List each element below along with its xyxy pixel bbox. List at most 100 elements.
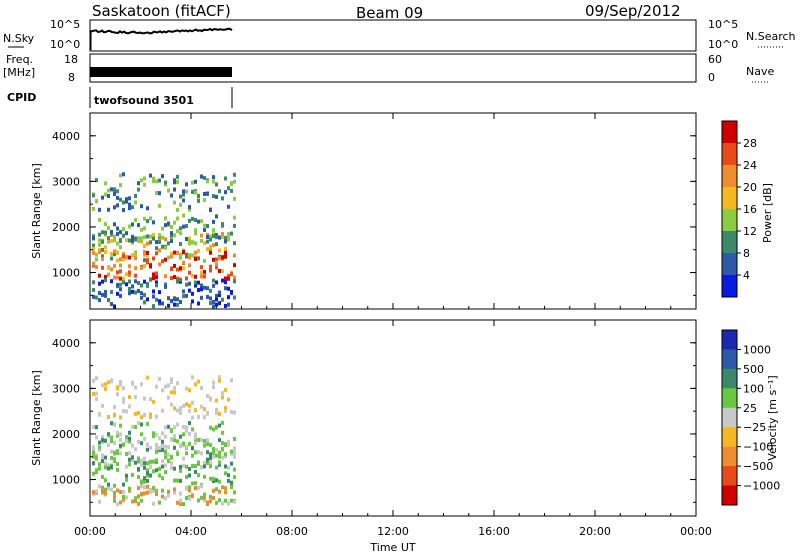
return-cell: [125, 238, 128, 243]
return-cell: [125, 409, 128, 414]
return-cell: [197, 301, 200, 306]
return-cell: [155, 458, 158, 463]
return-cell: [125, 231, 128, 236]
velocity-ylabel: Slant Range [km]: [30, 370, 43, 466]
return-cell: [101, 254, 104, 259]
return-cell: [191, 400, 194, 405]
return-cell: [140, 459, 143, 464]
return-cell: [113, 238, 116, 243]
return-cell: [146, 478, 149, 483]
return-cell: [152, 459, 155, 464]
return-cell: [134, 496, 137, 501]
return-cell: [176, 478, 179, 483]
return-cell: [206, 234, 209, 239]
return-cell: [104, 293, 107, 298]
return-cell: [149, 473, 152, 478]
return-cell: [140, 441, 143, 446]
return-cell: [209, 288, 212, 293]
return-cell: [155, 432, 158, 437]
return-cell: [176, 279, 179, 284]
return-cell: [122, 396, 125, 401]
return-cell: [170, 251, 173, 256]
return-cell: [224, 498, 227, 503]
return-cell: [185, 451, 188, 456]
return-cell: [161, 226, 164, 231]
return-cell: [215, 500, 218, 505]
return-cell: [206, 442, 209, 447]
return-cell: [185, 464, 188, 469]
return-cell: [221, 297, 224, 302]
return-cell: [173, 233, 176, 238]
return-cell: [206, 500, 209, 505]
return-cell: [182, 213, 185, 218]
return-cell: [113, 252, 116, 257]
return-cell: [128, 264, 131, 269]
return-cell: [200, 484, 203, 489]
return-cell: [134, 200, 137, 205]
return-cell: [227, 478, 230, 483]
return-cell: [146, 473, 149, 478]
return-cell: [203, 438, 206, 443]
return-cell: [155, 384, 158, 389]
return-cell: [113, 222, 116, 227]
return-cell: [131, 222, 134, 227]
return-cell: [140, 492, 143, 497]
return-cell: [197, 438, 200, 443]
return-cell: [167, 395, 170, 400]
return-cell: [233, 436, 236, 441]
return-cell: [143, 479, 146, 484]
return-cell: [185, 237, 188, 242]
return-cell: [224, 239, 227, 244]
return-cell: [92, 261, 95, 266]
return-cell: [176, 422, 179, 427]
ytick-label: 4000: [52, 337, 80, 350]
return-cell: [209, 397, 212, 402]
return-cell: [92, 490, 95, 495]
return-cell: [152, 272, 155, 277]
return-cell: [107, 463, 110, 468]
return-cell: [143, 485, 146, 490]
return-cell: [224, 250, 227, 255]
return-cell: [200, 274, 203, 279]
return-cell: [98, 207, 101, 212]
return-cell: [179, 299, 182, 304]
return-cell: [197, 288, 200, 293]
return-cell: [224, 490, 227, 495]
return-cell: [92, 445, 95, 450]
return-cell: [161, 408, 164, 413]
return-cell: [188, 485, 191, 490]
return-cell: [137, 494, 140, 499]
return-cell: [194, 218, 197, 223]
return-cell: [230, 449, 233, 454]
return-cell: [98, 281, 101, 286]
return-cell: [200, 283, 203, 288]
return-cell: [104, 222, 107, 227]
return-cell: [110, 267, 113, 272]
return-cell: [203, 175, 206, 180]
return-cell: [134, 411, 137, 416]
return-cell: [101, 247, 104, 252]
return-cell: [221, 485, 224, 490]
return-cell: [104, 438, 107, 443]
return-cell: [215, 465, 218, 470]
return-cell: [149, 414, 152, 419]
return-cell: [146, 282, 149, 287]
beam-title: Beam 09: [356, 4, 423, 22]
date-title: 09/Sep/2012: [585, 2, 681, 20]
return-cell: [164, 425, 167, 430]
return-cell: [119, 294, 122, 299]
return-cell: [113, 459, 116, 464]
return-cell: [233, 446, 236, 451]
return-cell: [128, 202, 131, 207]
return-cell: [230, 485, 233, 490]
return-cell: [146, 447, 149, 452]
return-cell: [125, 197, 128, 202]
return-cell: [188, 288, 191, 293]
return-cell: [233, 172, 236, 177]
return-cell: [149, 216, 152, 221]
return-cell: [218, 450, 221, 455]
return-cell: [110, 251, 113, 256]
return-cell: [212, 427, 215, 432]
return-cell: [197, 198, 200, 203]
return-cell: [158, 301, 161, 306]
